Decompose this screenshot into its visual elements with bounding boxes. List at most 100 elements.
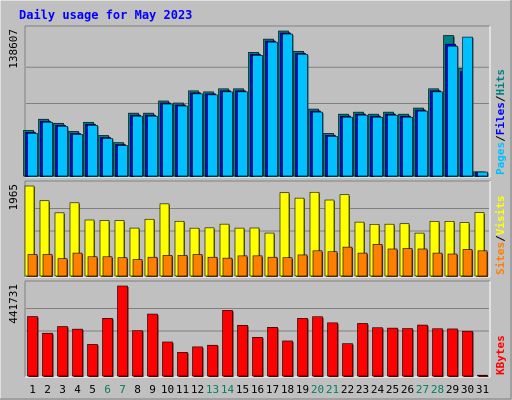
bar-sites-day-4: [72, 252, 83, 277]
bar-pages-day-2: [42, 121, 53, 177]
legend-label-hits: Hits: [494, 69, 507, 96]
x-tick-label-day-18: 18: [281, 383, 294, 396]
bar-kbytes-day-10: [162, 341, 173, 377]
bar-pages-day-1: [27, 133, 38, 177]
bar-sites-day-11: [177, 255, 188, 277]
bar-pages-day-8: [132, 115, 143, 177]
bar-sites-day-19: [297, 254, 308, 277]
bar-kbytes-day-8: [132, 330, 143, 377]
bar-kbytes-day-7: [117, 285, 128, 377]
x-tick-label-day-24: 24: [371, 383, 385, 396]
bar-sites-day-22: [342, 246, 353, 277]
bar-kbytes-day-27: [417, 324, 428, 377]
bar-kbytes-day-16: [252, 336, 263, 377]
x-tick-label-day-1: 1: [29, 383, 36, 396]
legend-separator: /: [494, 95, 507, 102]
bar-kbytes-day-24: [372, 327, 383, 377]
legend-label-kbytes: KBytes: [494, 335, 507, 375]
legend-label-sites: Sites: [494, 242, 507, 275]
bar-kbytes-day-22: [342, 343, 353, 377]
bar-kbytes-day-4: [72, 328, 83, 377]
bar-pages-day-12: [192, 93, 203, 177]
legend-label-pages: Pages: [494, 142, 507, 175]
bar-kbytes-day-9: [147, 313, 158, 377]
x-tick-label-day-3: 3: [59, 383, 66, 396]
x-tick-label-day-30: 30: [461, 383, 474, 396]
x-tick-label-day-29: 29: [446, 383, 459, 396]
bar-kbytes-day-20: [312, 316, 323, 377]
bar-sites-day-31: [477, 250, 488, 277]
bar-pages-day-5: [87, 125, 98, 177]
x-tick-label-day-7: 7: [119, 383, 126, 396]
x-tick-label-day-16: 16: [251, 383, 264, 396]
bar-pages-day-7: [117, 145, 128, 177]
bar-kbytes-day-28: [432, 328, 443, 377]
bar-kbytes-day-5: [87, 344, 98, 377]
bar-sites-day-21: [327, 251, 338, 277]
bar-sites-day-9: [147, 256, 158, 277]
panel-side-legend: KBytes: [494, 335, 507, 375]
series-sites: [27, 244, 488, 277]
bar-sites-day-20: [312, 250, 323, 277]
bar-sites-day-15: [237, 255, 248, 277]
bar-pages-day-28: [432, 91, 443, 177]
bar-sites-day-23: [357, 252, 368, 277]
bar-pages-day-3: [57, 126, 68, 177]
x-tick-label-day-27: 27: [416, 383, 429, 396]
bar-sites-day-10: [162, 255, 173, 277]
bar-sites-day-1: [27, 254, 38, 277]
x-tick-label-day-21: 21: [326, 383, 339, 396]
x-tick-label-day-22: 22: [341, 383, 354, 396]
bar-kbytes-day-17: [267, 327, 278, 377]
panel-max-label: 441731: [7, 284, 20, 324]
panel-max-label: 138607: [7, 29, 20, 69]
x-tick-label-day-5: 5: [89, 383, 96, 396]
x-tick-label-day-31: 31: [476, 383, 489, 396]
bar-sites-day-13: [207, 256, 218, 277]
x-tick-label-day-13: 13: [206, 383, 219, 396]
bar-sites-day-12: [192, 254, 203, 277]
bar-kbytes-day-11: [177, 352, 188, 377]
x-tick-label-day-15: 15: [236, 383, 249, 396]
bar-pages-day-30: [462, 36, 473, 177]
x-axis-labels: 1 2 3 4 5 6 7 8 9 10 11 12 13 14 15 16 17 18 19 20 21 22 23 24 2…: [29, 383, 489, 396]
bar-sites-day-2: [42, 254, 53, 277]
bar-kbytes-day-25: [387, 327, 398, 377]
series-kbytes: [27, 285, 489, 377]
bar-pages-day-20: [312, 111, 323, 177]
bar-kbytes-day-23: [357, 323, 368, 377]
bar-pages-day-31: [477, 171, 488, 177]
bar-kbytes-day-1: [27, 316, 38, 377]
bar-kbytes-day-26: [402, 328, 413, 377]
panel-side-legend: Sites/Visits: [494, 196, 507, 276]
bar-pages-day-4: [72, 134, 83, 177]
x-tick-label-day-28: 28: [431, 383, 444, 396]
bar-pages-day-16: [252, 55, 263, 177]
bar-kbytes-day-21: [327, 322, 338, 377]
x-tick-label-day-19: 19: [296, 383, 309, 396]
legend-label-visits: Visits: [494, 196, 507, 236]
bar-pages-day-21: [327, 136, 338, 177]
chart-panels: 138607Pages/Files/Hits1965Sites/Visits44…: [7, 25, 507, 378]
bar-sites-day-16: [252, 255, 263, 277]
bar-kbytes-day-15: [237, 324, 248, 377]
series-pages: [27, 33, 489, 178]
bar-pages-day-9: [147, 115, 158, 177]
panel-side-legend: Pages/Files/Hits: [494, 69, 507, 175]
bar-pages-day-15: [237, 91, 248, 177]
bar-pages-day-22: [342, 116, 353, 177]
bar-kbytes-day-18: [282, 340, 293, 377]
x-tick-label-day-26: 26: [401, 383, 414, 396]
bar-pages-day-14: [222, 91, 233, 177]
bar-pages-day-24: [372, 116, 383, 177]
bar-sites-day-26: [402, 248, 413, 277]
bar-sites-day-6: [102, 256, 113, 277]
bar-kbytes-day-14: [222, 310, 233, 377]
x-tick-label-day-20: 20: [311, 383, 324, 396]
bar-pages-day-10: [162, 103, 173, 177]
bar-pages-day-26: [402, 116, 413, 177]
bar-sites-day-3: [57, 258, 68, 277]
x-tick-label-day-4: 4: [74, 383, 81, 396]
